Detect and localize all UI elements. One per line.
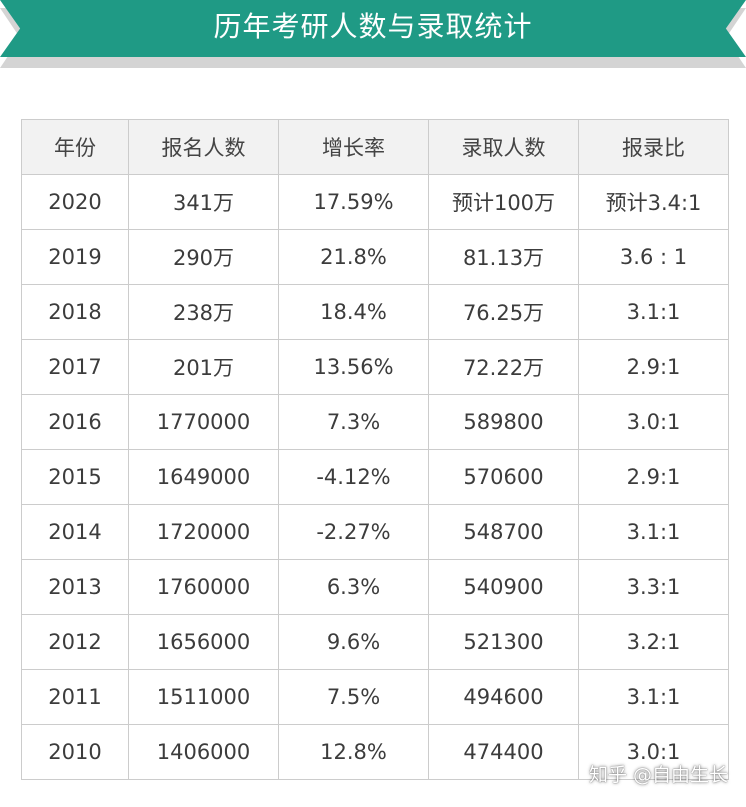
cell-year: 2016 (21, 394, 129, 450)
cell-year: 2014 (21, 504, 129, 560)
page-title: 历年考研人数与录取统计 (213, 10, 533, 43)
cell-ratio: 3.0:1 (578, 724, 729, 780)
header-year: 年份 (21, 119, 129, 175)
cell-applicants: 238万 (128, 284, 279, 340)
stats-table: 年份 报名人数 增长率 录取人数 报录比 2020 341万 17.59% 预计… (21, 119, 729, 780)
cell-growth-rate: 9.6% (278, 614, 429, 670)
table-header-row: 年份 报名人数 增长率 录取人数 报录比 (21, 119, 729, 175)
header-admitted: 录取人数 (428, 119, 579, 175)
cell-ratio: 2.9:1 (578, 339, 729, 395)
cell-year: 2020 (21, 174, 129, 230)
cell-admitted: 494600 (428, 669, 579, 725)
table-row: 2011 1511000 7.5% 494600 3.1:1 (21, 669, 729, 725)
cell-year: 2015 (21, 449, 129, 505)
table-row: 2019 290万 21.8% 81.13万 3.6 : 1 (21, 229, 729, 285)
cell-growth-rate: 18.4% (278, 284, 429, 340)
cell-admitted: 548700 (428, 504, 579, 560)
cell-applicants: 290万 (128, 229, 279, 285)
cell-growth-rate: 21.8% (278, 229, 429, 285)
watermark: 知乎 @自由生长 (588, 764, 728, 786)
cell-applicants: 1656000 (128, 614, 279, 670)
table-row: 2014 1720000 -2.27% 548700 3.1:1 (21, 504, 729, 560)
cell-year: 2018 (21, 284, 129, 340)
cell-ratio: 2.9:1 (578, 449, 729, 505)
cell-growth-rate: 17.59% (278, 174, 429, 230)
cell-admitted: 540900 (428, 559, 579, 615)
cell-ratio: 3.6 : 1 (578, 229, 729, 285)
cell-growth-rate: 6.3% (278, 559, 429, 615)
cell-ratio: 3.1:1 (578, 284, 729, 340)
header-ratio: 报录比 (578, 119, 729, 175)
cell-growth-rate: 12.8% (278, 724, 429, 780)
cell-applicants: 1720000 (128, 504, 279, 560)
cell-year: 2013 (21, 559, 129, 615)
table-row: 2012 1656000 9.6% 521300 3.2:1 (21, 614, 729, 670)
header-growth-rate: 增长率 (278, 119, 429, 175)
cell-growth-rate: 7.5% (278, 669, 429, 725)
cell-applicants: 1760000 (128, 559, 279, 615)
cell-applicants: 1511000 (128, 669, 279, 725)
table-row: 2018 238万 18.4% 76.25万 3.1:1 (21, 284, 729, 340)
cell-applicants: 1770000 (128, 394, 279, 450)
cell-ratio: 3.0:1 (578, 394, 729, 450)
cell-ratio: 3.3:1 (578, 559, 729, 615)
cell-growth-rate: -2.27% (278, 504, 429, 560)
cell-admitted: 474400 (428, 724, 579, 780)
cell-applicants: 1649000 (128, 449, 279, 505)
cell-year: 2017 (21, 339, 129, 395)
header-applicants: 报名人数 (128, 119, 279, 175)
table-row: 2015 1649000 -4.12% 570600 2.9:1 (21, 449, 729, 505)
table-row: 2013 1760000 6.3% 540900 3.3:1 (21, 559, 729, 615)
cell-admitted: 预计100万 (428, 174, 579, 230)
cell-ratio: 3.1:1 (578, 504, 729, 560)
cell-admitted: 72.22万 (428, 339, 579, 395)
cell-applicants: 1406000 (128, 724, 279, 780)
table-row: 2017 201万 13.56% 72.22万 2.9:1 (21, 339, 729, 395)
cell-admitted: 589800 (428, 394, 579, 450)
cell-year: 2011 (21, 669, 129, 725)
cell-admitted: 81.13万 (428, 229, 579, 285)
cell-growth-rate: -4.12% (278, 449, 429, 505)
table-row: 2016 1770000 7.3% 589800 3.0:1 (21, 394, 729, 450)
title-banner (0, 0, 746, 57)
cell-year: 2010 (21, 724, 129, 780)
cell-growth-rate: 7.3% (278, 394, 429, 450)
cell-applicants: 201万 (128, 339, 279, 395)
cell-ratio: 预计3.4:1 (578, 174, 729, 230)
cell-admitted: 570600 (428, 449, 579, 505)
cell-ratio: 3.1:1 (578, 669, 729, 725)
cell-admitted: 521300 (428, 614, 579, 670)
table-row: 2020 341万 17.59% 预计100万 预计3.4:1 (21, 174, 729, 230)
cell-applicants: 341万 (128, 174, 279, 230)
cell-admitted: 76.25万 (428, 284, 579, 340)
cell-year: 2012 (21, 614, 129, 670)
table-row: 2010 1406000 12.8% 474400 3.0:1 (21, 724, 729, 780)
cell-ratio: 3.2:1 (578, 614, 729, 670)
cell-growth-rate: 13.56% (278, 339, 429, 395)
cell-year: 2019 (21, 229, 129, 285)
